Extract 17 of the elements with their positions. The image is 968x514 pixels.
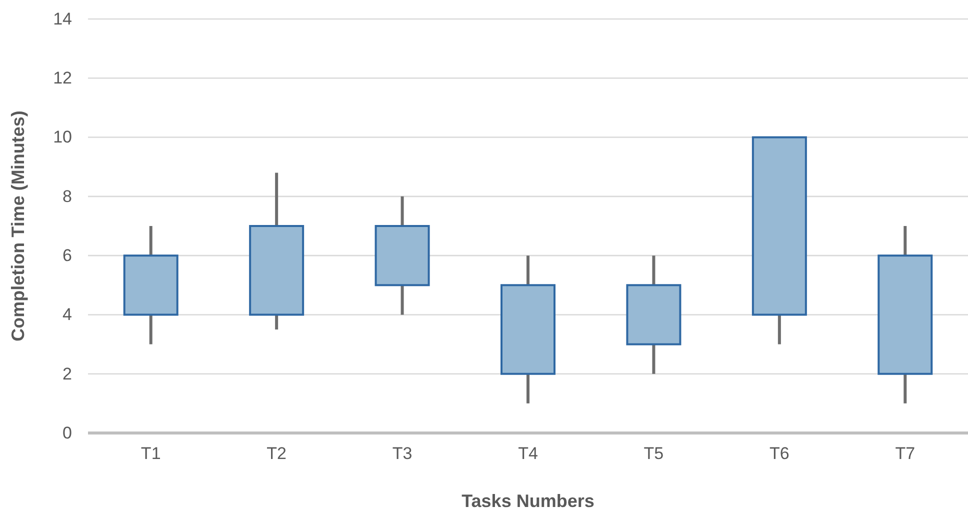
x-tick-label: T5 xyxy=(644,444,664,464)
x-tick-label: T1 xyxy=(140,444,161,464)
x-tick-label: T6 xyxy=(770,444,790,464)
y-tick-label: 0 xyxy=(62,423,72,442)
x-tick-label: T7 xyxy=(895,444,916,464)
y-tick-label: 6 xyxy=(62,246,72,266)
y-tick-label: 12 xyxy=(53,68,72,88)
y-tick-label: 2 xyxy=(62,364,72,384)
x-tick-label: T2 xyxy=(266,444,286,464)
y-tick-label: 14 xyxy=(53,9,72,28)
y-tick-label: 8 xyxy=(62,186,72,206)
x-tick-label: T3 xyxy=(392,444,412,464)
y-tick-label: 10 xyxy=(53,128,72,147)
y-axis-title: Completion Time (Minutes) xyxy=(8,110,28,342)
y-tick-label: 4 xyxy=(62,305,72,324)
x-tick-label: T4 xyxy=(518,444,538,464)
x-axis-title: Tasks Numbers xyxy=(462,491,594,511)
